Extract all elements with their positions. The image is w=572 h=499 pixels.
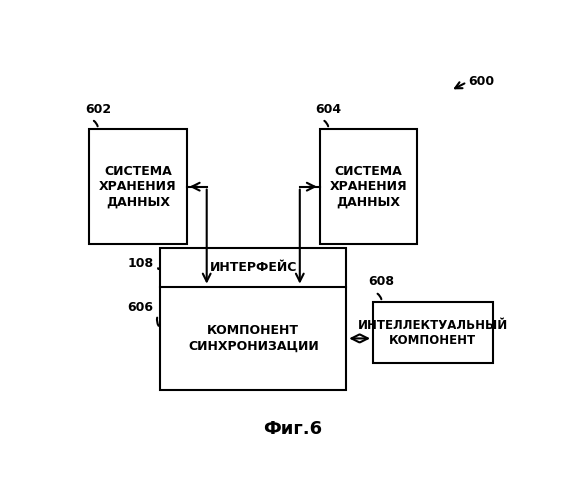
Text: Фиг.6: Фиг.6 (264, 420, 323, 438)
Text: СИСТЕМА
ХРАНЕНИЯ
ДАННЫХ: СИСТЕМА ХРАНЕНИЯ ДАННЫХ (329, 165, 407, 208)
Text: КОМПОНЕНТ
СИНХРОНИЗАЦИИ: КОМПОНЕНТ СИНХРОНИЗАЦИИ (188, 324, 319, 352)
Text: 606: 606 (128, 300, 153, 313)
Bar (160, 248, 347, 390)
Text: СИСТЕМА
ХРАНЕНИЯ
ДАННЫХ: СИСТЕМА ХРАНЕНИЯ ДАННЫХ (99, 165, 177, 208)
Text: 600: 600 (468, 74, 494, 87)
Text: ИНТЕРФЕЙС: ИНТЕРФЕЙС (209, 261, 297, 274)
Bar (89, 129, 186, 245)
Text: 608: 608 (368, 275, 395, 288)
Bar (320, 129, 418, 245)
Bar (373, 302, 492, 363)
Text: 604: 604 (315, 103, 341, 116)
Text: 108: 108 (128, 257, 153, 270)
Text: 602: 602 (85, 103, 111, 116)
Text: ИНТЕЛЛЕКТУАЛЬНЫЙ
КОМПОНЕНТ: ИНТЕЛЛЕКТУАЛЬНЫЙ КОМПОНЕНТ (358, 319, 508, 347)
